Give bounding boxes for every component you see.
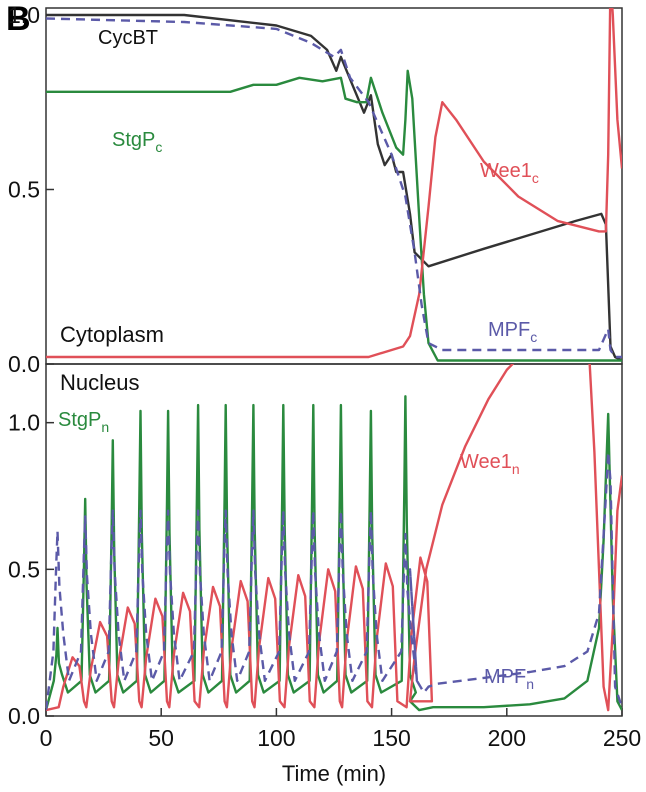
top-plot-frame [45, 7, 623, 365]
bottom-series-mpf [46, 450, 622, 711]
bottom-y-tick-label: 0.5 [8, 556, 40, 582]
x-axis-label: Time (min) [282, 761, 386, 786]
bottom-plot-frame [45, 363, 623, 717]
bottom-axis-ticks: 0.0 0.5 1.0 0 50 100 150 200 250 [8, 410, 641, 751]
top-lines-clip [46, 8, 622, 362]
top-y-tick-label: 0.5 [8, 176, 40, 202]
top-series-stgp [46, 69, 622, 362]
bottom-series-lines [46, 364, 622, 712]
x-tick-label: 0 [40, 725, 53, 751]
top-y-ticks: 0.0 0.5 1.0 [8, 2, 54, 377]
bottom-y-tick-label: 0.0 [8, 703, 40, 729]
cycbt-label: CycBT [98, 27, 158, 49]
top-series-cycbt [46, 13, 622, 362]
top-series-wee1 [46, 8, 622, 359]
mpf-n-label: MPFn [484, 666, 534, 692]
top-series-mpf [46, 17, 622, 359]
wee1-c-label: Wee1c [480, 160, 539, 186]
bottom-lines-clip [46, 364, 622, 712]
cytoplasm-label: Cytoplasm [60, 322, 164, 347]
bottom-series-wee1 [46, 364, 622, 712]
x-tick-label: 200 [488, 725, 526, 751]
nucleus-panel: 0.0 0.5 1.0 0 50 100 150 200 250 Nucleus StgPn W… [8, 363, 641, 786]
x-tick-label: 100 [257, 725, 295, 751]
nucleus-label: Nucleus [60, 370, 139, 395]
top-series-lines [46, 8, 622, 362]
cytoplasm-panel: 0.0 0.5 1.0 Cytoplasm CycBT StgPc Wee1c MP… [8, 2, 623, 377]
top-y-tick-label: 1.0 [8, 2, 40, 28]
bottom-series-stgp [46, 395, 622, 712]
wee1-n-label: Wee1n [460, 451, 520, 477]
stgp-c-label: StgPc [112, 129, 162, 155]
panel-label: B [6, 0, 31, 38]
stgp-n-label: StgPn [58, 409, 109, 435]
x-tick-label: 50 [148, 725, 174, 751]
x-tick-label: 250 [603, 725, 641, 751]
top-y-tick-label: 0.0 [8, 351, 40, 377]
bottom-y-tick-label: 1.0 [8, 410, 40, 436]
mpf-c-label: MPFc [488, 319, 537, 345]
x-tick-label: 150 [372, 725, 410, 751]
